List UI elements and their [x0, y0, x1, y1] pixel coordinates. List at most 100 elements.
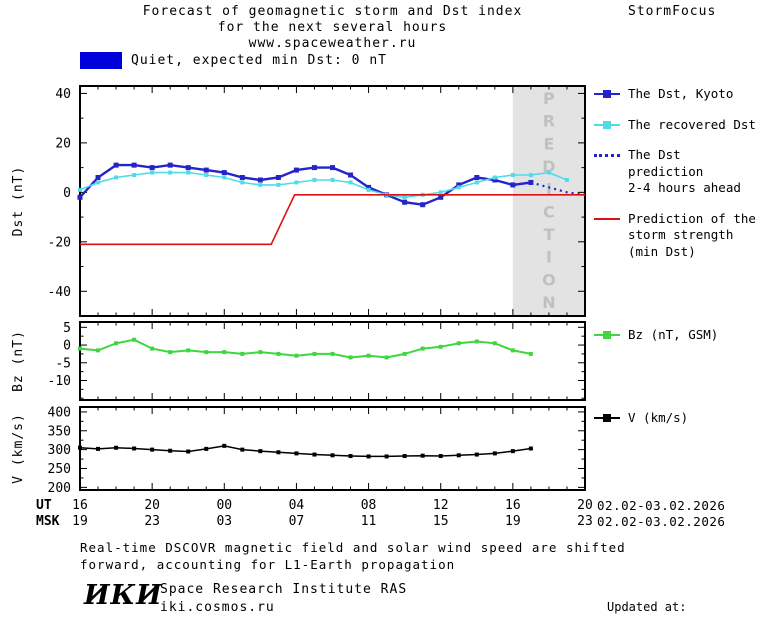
bz-chart: 5 0 -5 -10 Bz (nT)	[11, 321, 586, 401]
series-marker	[95, 175, 101, 181]
series-marker	[222, 443, 227, 448]
prediction-band-letter: D	[542, 157, 555, 176]
x-tick-label: 07	[288, 514, 305, 529]
legend-item: The Dst, Kyoto	[594, 86, 760, 103]
series-marker	[330, 165, 335, 171]
series-marker	[312, 177, 317, 182]
series-marker	[348, 172, 354, 178]
series-marker	[528, 173, 533, 178]
legend-item: The recovered Dst	[594, 117, 760, 134]
series-marker	[168, 448, 173, 453]
x-tick-label: 20	[144, 498, 160, 513]
series-marker	[257, 177, 263, 183]
series-marker	[114, 341, 119, 346]
series-marker	[96, 180, 101, 185]
series-marker	[275, 175, 281, 181]
axis-row-name: MSK	[36, 514, 60, 529]
series-marker	[203, 167, 209, 173]
series-marker	[276, 450, 281, 455]
series-marker	[221, 170, 227, 176]
series-marker	[510, 173, 515, 178]
legend-marker-icon	[594, 212, 620, 226]
prediction-band-letter: N	[542, 293, 555, 312]
iki-logo: ИКИ	[84, 580, 163, 611]
series-marker	[528, 351, 533, 356]
title-line-1: Forecast of geomagnetic storm and Dst in…	[142, 4, 523, 19]
series-marker	[420, 346, 425, 351]
x-tick-label: 23	[144, 514, 160, 529]
series-marker	[222, 350, 227, 355]
legend-item: Prediction of the storm strength (min Dst)	[594, 211, 760, 261]
legend-label: Bz (nT, GSM)	[628, 327, 719, 342]
axis-row-name: UT	[36, 498, 52, 513]
updated-label: Updated at:	[607, 600, 687, 614]
y-tick-label: 300	[48, 443, 71, 458]
series-marker	[384, 355, 389, 360]
series-marker	[258, 449, 263, 454]
series-marker	[366, 184, 372, 190]
page-title: Forecast of geomagnetic storm and Dst in…	[80, 4, 585, 52]
series-marker	[366, 454, 371, 459]
legend-label: The Dst, Kyoto	[628, 86, 734, 101]
prediction-band-letter: I	[546, 248, 552, 267]
v-legend: V (km/s)	[594, 410, 760, 427]
series-marker	[312, 351, 317, 356]
x-tick-label: 12	[432, 498, 449, 513]
legend-label: V (km/s)	[628, 410, 689, 425]
series-marker	[258, 350, 263, 355]
series-marker	[456, 182, 462, 188]
legend-marker-icon	[594, 87, 620, 101]
series-marker	[168, 170, 173, 175]
footnote-line-1: Real-time DSCOVR magnetic field and sola…	[80, 540, 626, 555]
series-marker	[456, 341, 461, 346]
series-line	[79, 163, 532, 206]
series-marker	[402, 351, 407, 356]
series-marker	[330, 177, 335, 182]
y-tick-label: 0	[63, 339, 71, 354]
series-marker	[474, 452, 479, 457]
x-tick-label: 11	[360, 514, 377, 529]
series-marker	[114, 445, 119, 450]
series-marker	[330, 351, 335, 356]
series-marker	[438, 190, 443, 195]
v-chart: 400 350 300 250 200 V (km/s)	[11, 405, 586, 494]
x-tick-label: 04	[288, 498, 305, 513]
x-tick-label: 23	[577, 514, 593, 529]
y-tick-label: 350	[48, 424, 71, 439]
footnote-line-2: forward, accounting for L1-Earth propaga…	[80, 557, 456, 572]
y-tick-label: 5	[63, 321, 71, 336]
series-marker	[185, 165, 191, 171]
series-marker	[78, 187, 82, 192]
series-marker	[510, 449, 515, 454]
axis-date-range: 02.02-03.02.2026	[597, 514, 726, 529]
x-tick-label: 03	[216, 514, 233, 529]
series-marker	[294, 353, 299, 358]
series-marker	[420, 202, 426, 208]
legend-marker-icon	[594, 328, 620, 342]
x-tick-label: 16	[505, 498, 521, 513]
series-marker	[384, 454, 389, 459]
series-marker	[402, 195, 407, 200]
series-marker	[311, 165, 317, 171]
x-tick-label: 19	[505, 514, 521, 529]
y-tick-label: 0	[63, 186, 71, 201]
series-marker	[149, 165, 155, 171]
legend-item: V (km/s)	[594, 410, 760, 427]
prediction-band-letter: R	[543, 112, 555, 131]
series-marker	[474, 339, 479, 344]
series-line	[79, 171, 568, 199]
series-marker	[474, 175, 480, 181]
y-tick-label: 20	[55, 136, 71, 151]
series-marker	[528, 179, 534, 185]
brand-stormfocus: StormFocus	[628, 4, 717, 19]
series-marker	[132, 446, 137, 451]
series-marker	[348, 355, 353, 360]
series-marker	[186, 449, 191, 454]
prediction-band	[512, 86, 585, 316]
y-tick-label: 40	[55, 87, 71, 102]
legend-label: Prediction of the storm strength (min Dst)	[628, 210, 756, 259]
series-marker	[150, 170, 155, 175]
series-marker	[78, 346, 82, 351]
